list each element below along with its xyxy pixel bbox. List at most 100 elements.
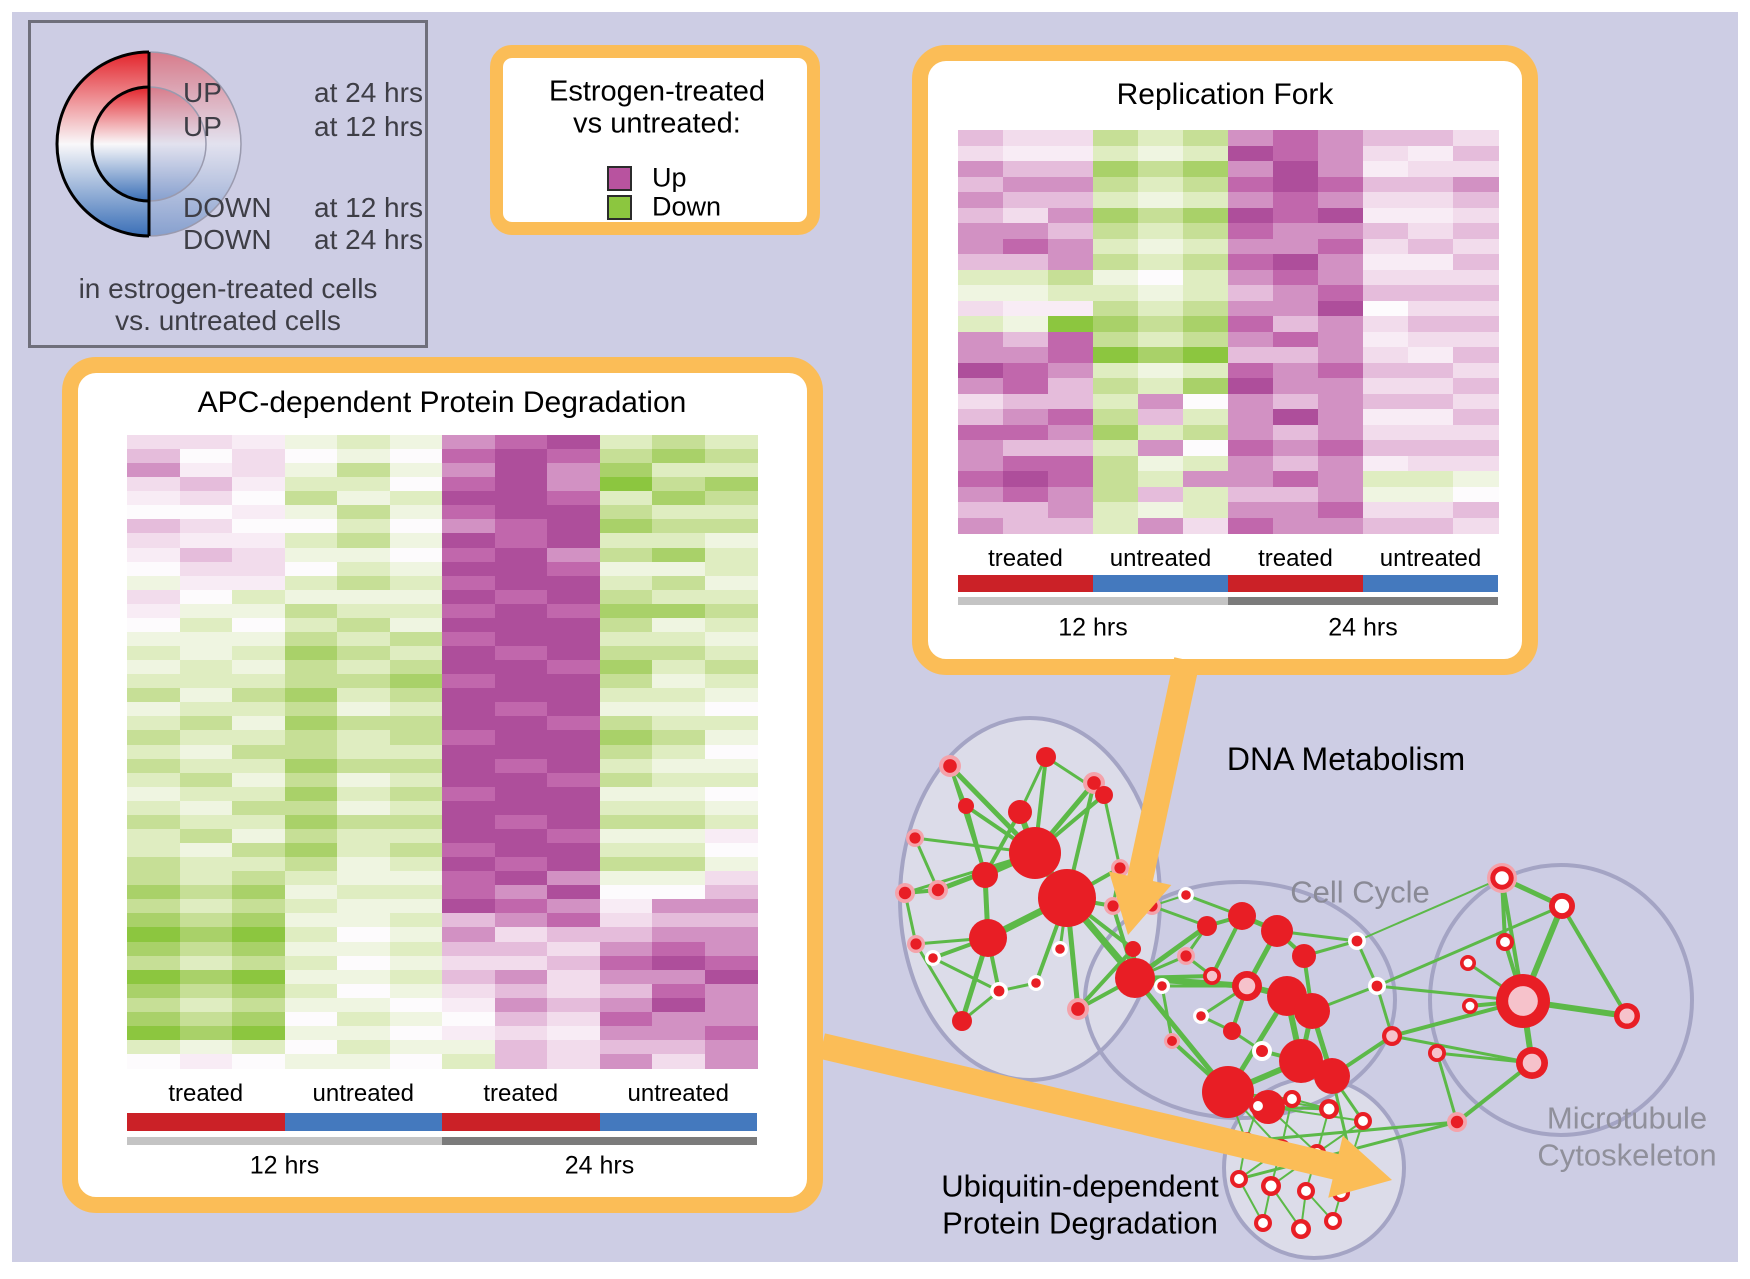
heatmap-cell	[337, 772, 391, 788]
heatmap-cell	[179, 983, 233, 999]
heatmap-cell	[284, 575, 338, 591]
heatmap-cell	[179, 941, 233, 957]
heatmap-cell	[232, 716, 286, 732]
heatmap-cell	[179, 969, 233, 985]
heatmap-cell	[232, 547, 286, 563]
heatmap-cell	[494, 786, 548, 802]
heatmap-cell	[127, 716, 181, 732]
heatmap-cell	[389, 800, 443, 816]
heatmap-cell	[179, 435, 233, 450]
estrogen-legend-title-line1: Estrogen-treated	[548, 75, 766, 108]
heatmap-cell	[389, 857, 443, 872]
heatmap-cell	[1318, 471, 1364, 488]
heatmap-cell	[1453, 223, 1499, 240]
heatmap-cell	[704, 631, 758, 647]
heatmap-cell	[1273, 207, 1319, 224]
heatmap-cell	[652, 1025, 706, 1041]
heatmap-cell	[958, 440, 1004, 457]
heatmap-cell	[1318, 347, 1364, 364]
heatmap-cell	[442, 1011, 496, 1027]
heatmap-cell	[494, 955, 548, 971]
heatmap-cell	[442, 589, 496, 605]
heatmap-cell	[389, 1025, 443, 1041]
heatmap-cell	[958, 471, 1004, 488]
heatmap-cell	[1453, 409, 1499, 426]
heatmap-cell	[704, 575, 758, 591]
heatmap-cell	[1138, 223, 1184, 240]
heatmap-cell	[1048, 238, 1094, 255]
heatmap-cell	[652, 1054, 706, 1069]
heatmap-cell	[704, 899, 758, 914]
heatmap-cell	[179, 1011, 233, 1027]
heatmap-cell	[179, 589, 233, 605]
heatmap-cell	[442, 969, 496, 985]
heatmap-cell	[1048, 347, 1094, 364]
heatmap-cell	[1408, 362, 1454, 379]
heatmap-cell	[389, 519, 443, 535]
heatmap-cell	[127, 519, 181, 535]
heatmap-cell	[599, 828, 653, 844]
heatmap-cell	[1048, 269, 1094, 286]
heatmap-cell	[389, 941, 443, 957]
heatmap-cell	[1273, 347, 1319, 364]
heatmap-cell	[442, 786, 496, 802]
heatmap-cell	[442, 547, 496, 563]
heatmap-cell	[1003, 471, 1049, 488]
heatmap-cell	[337, 1040, 391, 1055]
heatmap-cell	[127, 1011, 181, 1027]
heatmap-cell	[389, 477, 443, 492]
heatmap-cell	[599, 533, 653, 549]
heatmap-group-label-replication-fork-0: treated	[988, 545, 1063, 572]
heatmap-cell	[1453, 486, 1499, 503]
heatmap-cell	[704, 913, 758, 929]
time-bar-apc-1	[442, 1137, 757, 1145]
heatmap-cell	[1093, 455, 1139, 472]
heatmap-cell	[1453, 238, 1499, 255]
heatmap-cell	[1093, 207, 1139, 224]
heatmap-cell	[958, 145, 1004, 162]
heatmap-cell	[179, 786, 233, 802]
heatmap-cell	[1228, 207, 1274, 224]
heatmap-cell	[704, 1040, 758, 1055]
heatmap-cell	[1183, 161, 1229, 178]
heatmap-cell	[652, 631, 706, 647]
heatmap-cell	[1273, 331, 1319, 348]
heatmap-cell	[547, 786, 601, 802]
heatmap-cell	[127, 449, 181, 464]
heatmap-cell	[442, 1054, 496, 1069]
heatmap-cell	[389, 688, 443, 703]
heatmap-cell	[1408, 223, 1454, 240]
heatmap-cell	[1138, 424, 1184, 441]
heatmap-cell	[232, 505, 286, 520]
heatmap-cell	[958, 455, 1004, 472]
heatmap-cell	[494, 744, 548, 760]
heatmap-cell	[127, 463, 181, 478]
heatmap-cell	[1183, 455, 1229, 472]
heatmap-cell	[232, 927, 286, 943]
heatmap-cell	[652, 800, 706, 816]
heatmap-cell	[284, 688, 338, 703]
heatmap-cell	[337, 871, 391, 886]
heatmap-cell	[337, 533, 391, 549]
heatmap-cell	[127, 758, 181, 774]
heatmap-cell	[652, 519, 706, 535]
heatmap-cell	[1003, 347, 1049, 364]
heatmap-cell	[1183, 207, 1229, 224]
heatmap-cell	[704, 660, 758, 675]
heatmap-cell	[1273, 269, 1319, 286]
heatmap-cell	[1048, 161, 1094, 178]
heatmap-cell	[652, 589, 706, 605]
heatmap-cell	[337, 843, 391, 858]
heatmap-cell	[337, 561, 391, 577]
heatmap-cell	[389, 899, 443, 914]
heatmap-cell	[958, 331, 1004, 348]
sample-bar-apc-1	[284, 1113, 442, 1131]
heatmap-cell	[599, 997, 653, 1013]
heatmap-cell	[704, 871, 758, 886]
heatmap-cell	[652, 435, 706, 450]
heatmap-cell	[389, 927, 443, 943]
heatmap-cell	[494, 1054, 548, 1069]
heatmap-cell	[1453, 269, 1499, 286]
heatmap-cell	[1228, 378, 1274, 395]
heatmap-cell	[179, 505, 233, 520]
